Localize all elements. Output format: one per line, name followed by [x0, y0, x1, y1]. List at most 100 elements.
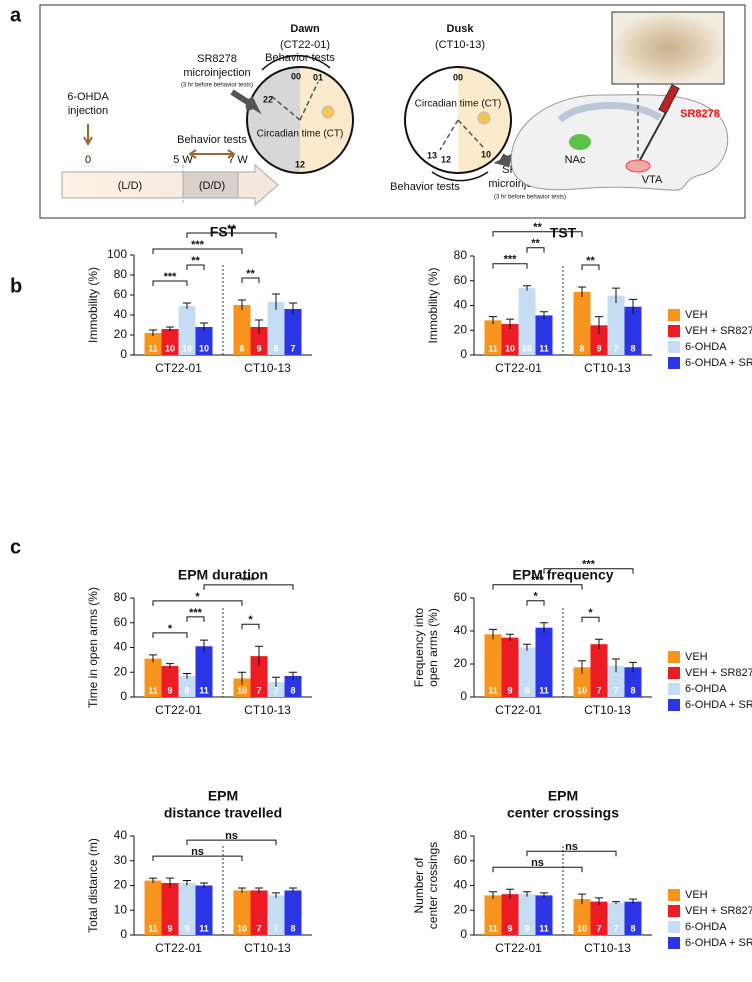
- panel-a: a 6-OHDA injection 0 5 W 7 W Behavior te…: [10, 4, 746, 219]
- clock-hour: 10: [481, 149, 491, 159]
- timeline-tick: 0: [85, 154, 91, 166]
- bar: [607, 902, 625, 935]
- y-tick-label: 20: [114, 878, 128, 892]
- n-label: 9: [507, 685, 512, 695]
- legend-swatch: [668, 667, 680, 679]
- y-tick-label: 40: [454, 298, 468, 312]
- chart-title: TST: [550, 225, 577, 241]
- n-label: 10: [505, 343, 515, 353]
- tests-label: Behavior tests: [265, 52, 335, 64]
- tests-arc: [261, 54, 331, 71]
- n-label: 8: [290, 923, 295, 933]
- bar: [284, 675, 302, 697]
- x-tick-label: CT22-01: [495, 941, 542, 955]
- error-bar: [595, 316, 603, 334]
- bar: [607, 665, 625, 697]
- significance-label: *: [588, 607, 593, 619]
- y-tick-label: 80: [454, 248, 468, 262]
- chart-title: EPM: [548, 788, 578, 804]
- significance-bracket: [186, 264, 205, 270]
- n-label: 10: [522, 343, 532, 353]
- y-tick-label: 100: [107, 247, 127, 261]
- y-tick-label: 60: [454, 590, 468, 604]
- injection-label: microinjection: [183, 67, 250, 79]
- x-tick-label: CT22-01: [155, 941, 202, 955]
- panel-label: b: [10, 275, 22, 297]
- y-tick-label: 80: [454, 828, 468, 842]
- n-label: 10: [199, 343, 209, 353]
- significance-label: *: [248, 614, 253, 626]
- y-tick-label: 20: [114, 664, 128, 678]
- legend-label: 6-OHDA: [685, 921, 727, 933]
- n-label: 8: [630, 923, 635, 933]
- chart: TST Immobility (%) 0 20 40 60 80 CT22-01 11 10 10 1…: [426, 222, 752, 376]
- significance-label: ns: [531, 857, 544, 869]
- bar: [267, 302, 285, 355]
- behavior-label: Behavior tests: [177, 134, 247, 146]
- y-axis-label: Immobility (%): [86, 267, 100, 343]
- y-tick-label: 20: [454, 322, 468, 336]
- significance-label: ns: [565, 841, 578, 853]
- n-label: 11: [539, 685, 549, 695]
- clock-hour: 00: [453, 72, 463, 82]
- y-axis-label: open arms (%): [426, 608, 440, 687]
- legend-label: 6-OHDA + SR8278: [685, 357, 752, 369]
- vta: [625, 159, 651, 173]
- error-bar: [578, 286, 586, 297]
- n-label: 11: [488, 923, 498, 933]
- bar: [484, 634, 502, 697]
- error-bar: [166, 663, 174, 669]
- injection-label: 6-OHDA: [67, 91, 109, 103]
- bar: [501, 324, 519, 355]
- n-label: 8: [524, 685, 529, 695]
- bar: [590, 901, 608, 935]
- bar: [195, 327, 213, 355]
- injection-arrow: [83, 124, 93, 147]
- y-tick-label: 20: [454, 656, 468, 670]
- n-label: 9: [524, 923, 529, 933]
- y-tick-label: 0: [460, 347, 467, 361]
- clock-hour: 01: [313, 72, 323, 82]
- significance-bracket: [526, 247, 545, 253]
- chart-title: distance travelled: [164, 805, 282, 821]
- n-label: 7: [613, 343, 618, 353]
- error-bar: [166, 326, 174, 331]
- error-bar: [595, 897, 603, 906]
- significance-bracket: [526, 600, 545, 606]
- error-bar: [523, 891, 531, 897]
- n-label: 8: [579, 343, 584, 353]
- significance-label: *: [168, 623, 173, 635]
- significance-label: **: [533, 222, 542, 234]
- n-label: 8: [184, 685, 189, 695]
- bar: [518, 647, 536, 697]
- clock-label: Circadian time (CT): [415, 99, 502, 110]
- timeline-tick: 7 W: [228, 154, 248, 166]
- legend-swatch: [668, 937, 680, 949]
- x-tick-label: CT10-13: [244, 941, 291, 955]
- panel-frame: [39, 4, 746, 219]
- error-bar: [272, 892, 280, 898]
- panel-label: a: [10, 4, 22, 26]
- chart-title: FST: [210, 224, 237, 240]
- y-tick-label: 40: [114, 307, 128, 321]
- n-label: 7: [290, 343, 295, 353]
- significance-label: ns: [225, 830, 238, 842]
- significance-label: ***: [242, 575, 256, 587]
- night-half: [247, 67, 300, 173]
- y-tick-label: 0: [120, 927, 127, 941]
- error-bar: [272, 676, 280, 688]
- legend-swatch: [668, 699, 680, 711]
- n-label: 10: [237, 923, 247, 933]
- significance-label: **: [191, 255, 200, 267]
- x-tick-label: CT22-01: [495, 361, 542, 375]
- bar: [607, 295, 625, 355]
- y-tick-label: 20: [454, 902, 468, 916]
- injection-arrow: [230, 89, 262, 115]
- error-bar: [489, 891, 497, 900]
- legend-swatch: [668, 889, 680, 901]
- error-bar: [289, 887, 297, 893]
- clock-hour: 22: [263, 94, 273, 104]
- phase-label: (D/D): [199, 180, 225, 192]
